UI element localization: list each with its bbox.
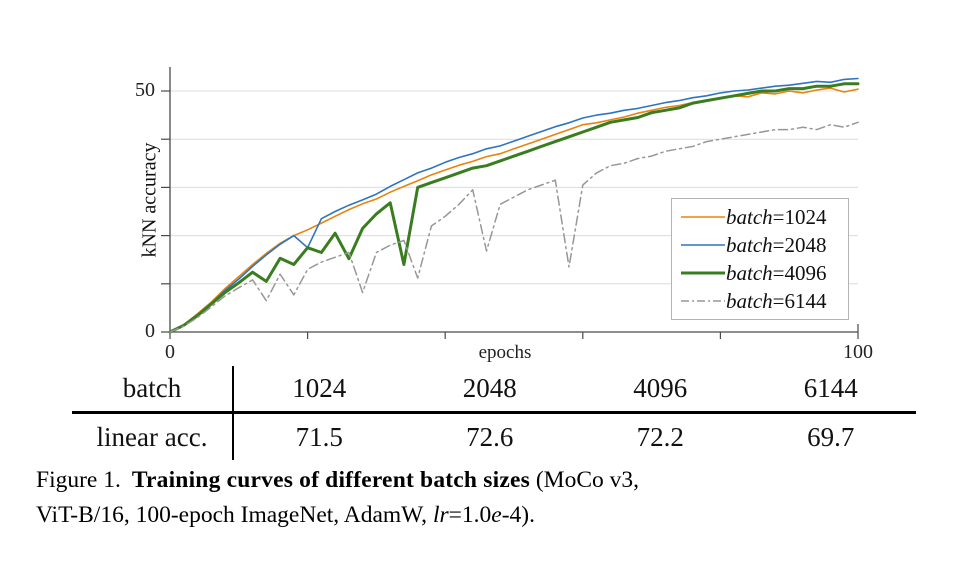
legend-item-batch-2048: batch=2048 [680, 231, 842, 259]
caption-suffix: (MoCo v3, [529, 467, 639, 493]
legend-line-icon [681, 271, 725, 275]
x-axis-label: epochs [478, 342, 532, 363]
table-rule [72, 411, 916, 414]
y-tick-label-50: 50 [135, 79, 155, 101]
table-header-batch: batch [72, 366, 234, 411]
linear-accuracy-table: batch 1024 2048 4096 6144 linear acc. 71… [72, 366, 916, 460]
caption-line-1: Figure 1. Training curves of different ba… [36, 463, 951, 498]
legend-item-batch-4096: batch=4096 [680, 259, 842, 287]
legend-label: batch=2048 [726, 232, 827, 257]
table-col-2048: 2048 [462, 373, 517, 403]
legend-line-icon [681, 244, 725, 246]
legend-item-batch-1024: batch=1024 [680, 203, 842, 231]
caption-line-2: ViT-B/16, 100-epoch ImageNet, AdamW, lr=… [36, 502, 535, 528]
table-value-2048: 72.6 [466, 422, 514, 452]
table-col-4096: 4096 [633, 373, 688, 403]
caption-bold-title: Training curves of different batch sizes [131, 467, 530, 493]
legend-label: batch=1024 [726, 204, 827, 229]
table-value-1024: 71.5 [295, 422, 343, 452]
table-row-linear-acc: linear acc. 71.5 72.6 72.2 69.7 [72, 414, 916, 460]
caption-e-math: e [491, 502, 502, 528]
caption-figure-number: Figure 1. [36, 467, 121, 493]
chart-legend: batch=1024 batch=2048 batch=4096 batch=6… [671, 198, 849, 320]
caption-lr-math: lr [432, 502, 449, 528]
legend-line-icon [681, 300, 725, 302]
table-col-6144: 6144 [803, 373, 858, 403]
y-axis-label: kNN accuracy [138, 142, 161, 258]
legend-label: batch=6144 [726, 288, 827, 313]
table-value-6144: 69.7 [807, 422, 855, 452]
x-tick-label-100: 100 [843, 341, 873, 363]
table-value-4096: 72.2 [636, 422, 684, 452]
figure-caption: Figure 1. Training curves of different ba… [36, 463, 951, 533]
table-header-linear-acc: linear acc. [72, 414, 234, 460]
legend-line-icon [681, 216, 725, 218]
legend-label: batch=4096 [726, 260, 827, 285]
table-row-batch: batch 1024 2048 4096 6144 [72, 366, 916, 411]
table-col-1024: 1024 [292, 373, 347, 403]
legend-item-batch-6144: batch=6144 [680, 287, 842, 315]
x-tick-label-0: 0 [165, 341, 175, 363]
y-tick-label-0: 0 [145, 320, 155, 342]
